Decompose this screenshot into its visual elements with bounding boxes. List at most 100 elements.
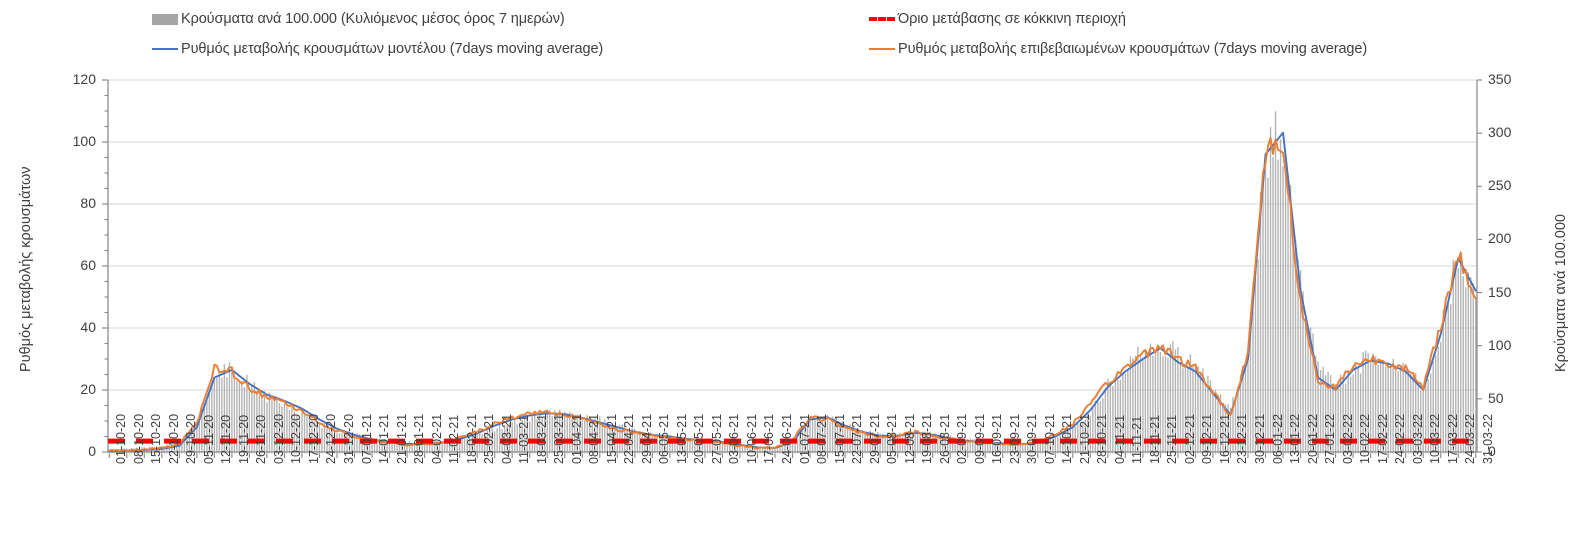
gridlines <box>108 79 1477 453</box>
legend-item-confirmed-line[interactable]: Ρυθμός μεταβολής επιβεβαιωμένων κρουσμάτ… <box>869 41 1367 57</box>
x-axis-tick-label: 18-02-21 <box>464 413 479 464</box>
x-axis-tick-label: 24-06-21 <box>779 413 794 464</box>
x-axis-tick-label: 09-09-21 <box>972 413 987 464</box>
y-axis-left-tick-label: 100 <box>72 133 96 149</box>
x-axis-tick-label: 18-11-21 <box>1147 414 1162 464</box>
y-axis-right-tick-label: 300 <box>1488 124 1512 141</box>
legend-item-model-line[interactable]: Ρυθμός μεταβολής κρουσμάτων μοντέλου (7d… <box>152 41 603 57</box>
x-axis-tick-label: 10-03-22 <box>1428 413 1443 464</box>
x-axis-tick-label: 17-12-20 <box>306 413 321 464</box>
x-axis-tick-label: 02-12-21 <box>1182 413 1197 464</box>
x-axis-tick-label: 14-01-21 <box>377 413 392 464</box>
line-swatch-icon-orange <box>869 48 895 50</box>
legend-label-model-line: Ρυθμός μεταβολής κρουσμάτων μοντέλου (7d… <box>181 41 604 57</box>
y-axis-right-tick-label: 50 <box>1488 389 1504 406</box>
x-axis-tick-label: 25-02-21 <box>482 413 497 464</box>
x-axis-tick-label: 15-07-21 <box>832 413 847 464</box>
x-axis-tick-label: 10-12-20 <box>289 413 304 464</box>
x-axis-tick-label: 12-08-21 <box>902 413 917 464</box>
x-axis-tick-label: 03-02-22 <box>1340 413 1355 464</box>
x-axis-tick-label: 23-12-21 <box>1235 413 1250 464</box>
line-swatch-icon-blue <box>152 48 178 50</box>
y-axis-left-tick-label: 120 <box>72 71 96 87</box>
bar-swatch-icon <box>152 13 178 25</box>
x-axis-tick-label: 11-11-21 <box>1130 415 1145 464</box>
x-axis-tick-label: 28-10-21 <box>1095 413 1110 464</box>
x-axis-tick-label: 25-03-21 <box>552 413 567 464</box>
x-axis-tick-label: 04-02-21 <box>429 413 444 464</box>
x-axis-tick-label: 27-05-21 <box>709 413 724 464</box>
x-axis-tick-label: 08-07-21 <box>815 413 830 464</box>
x-axis-tick-label: 17-03-22 <box>1445 413 1460 464</box>
x-axis-tick-label: 11-03-21 <box>517 414 532 464</box>
x-axis-tick-label: 31-03-22 <box>1480 413 1495 464</box>
y-axis-right-tick-label: 250 <box>1488 177 1512 194</box>
x-axis-tick-label: 17-02-22 <box>1375 413 1390 464</box>
y-axis-right-tick-label: 350 <box>1488 71 1512 87</box>
x-axis-tick-label: 01-04-21 <box>569 413 584 464</box>
legend-label-threshold: Όριο μετάβασης σε κόκκινη περιοχή <box>898 11 1126 27</box>
x-axis-tick-label: 05-11-20 <box>201 414 216 464</box>
x-axis-tick-label: 18-03-21 <box>534 413 549 464</box>
x-axis-tick-label: 11-02-21 <box>447 414 462 464</box>
x-axis-tick-label: 05-08-21 <box>885 413 900 464</box>
x-axis-tick-label: 01-10-20 <box>114 413 129 464</box>
y-axis-left-tick-label: 80 <box>80 195 96 211</box>
x-axis-tick-label: 27-01-22 <box>1323 413 1338 464</box>
bar-series <box>108 111 1477 453</box>
x-axis-tick-label: 10-06-21 <box>744 413 759 464</box>
x-axis-tick-label: 30-09-21 <box>1025 413 1040 464</box>
x-axis-tick-label: 21-10-21 <box>1077 413 1092 464</box>
x-axis-tick-label: 22-10-20 <box>166 413 181 464</box>
x-axis-tick-label: 15-04-21 <box>604 413 619 464</box>
x-axis-tick-label: 01-07-21 <box>797 413 812 464</box>
x-axis-tick-label: 04-03-21 <box>499 413 514 464</box>
x-axis-tick-label: 23-09-21 <box>1007 413 1022 464</box>
x-axis-tick-label: 19-08-21 <box>920 413 935 464</box>
x-axis-tick-label: 15-10-20 <box>149 413 164 464</box>
x-axis-tick-label: 30-12-21 <box>1252 413 1267 464</box>
x-axis-tick-label: 03-03-22 <box>1410 413 1425 464</box>
x-axis-tick-label: 24-12-20 <box>324 413 339 464</box>
y-axis-left-tick-label: 0 <box>88 443 96 459</box>
y-axis-right-tick-label: 150 <box>1488 283 1512 300</box>
x-axis-tick-label: 12-11-20 <box>219 414 234 464</box>
x-axis-tick-label: 08-04-21 <box>587 413 602 464</box>
x-axis-tick-label: 09-12-21 <box>1200 413 1215 464</box>
y-axis-right-tick-label: 0 <box>1488 443 1496 459</box>
x-axis-tick-label: 29-07-21 <box>867 413 882 464</box>
legend-item-bars[interactable]: Κρούσματα ανά 100.000 (Κυλιόμενος μέσος … <box>152 11 565 27</box>
x-axis-tick-label: 02-09-21 <box>955 413 970 464</box>
y-axis-left-tick-label: 20 <box>80 381 96 397</box>
x-axis-tick-label: 07-10-21 <box>1042 413 1057 464</box>
x-axis-tick-label: 03-12-20 <box>271 413 286 464</box>
x-axis-tick-label: 22-04-21 <box>622 413 637 464</box>
x-axis-tick-label: 06-01-22 <box>1270 413 1285 464</box>
x-axis-tick-label: 31-12-20 <box>342 413 356 464</box>
x-axis-tick-label: 10-02-22 <box>1358 413 1373 464</box>
legend-label-confirmed-line: Ρυθμός μεταβολής επιβεβαιωμένων κρουσμάτ… <box>898 41 1368 57</box>
x-axis-tick-label: 29-10-20 <box>184 413 199 464</box>
x-axis-tick-label: 28-01-21 <box>412 413 427 464</box>
x-axis-tick-label: 21-01-21 <box>394 413 409 464</box>
dashed-swatch-icon-red <box>869 17 895 21</box>
x-axis-tick-label: 22-07-21 <box>850 413 865 464</box>
x-axis-tick-label: 26-08-21 <box>937 413 952 464</box>
x-axis-tick-label: 16-12-21 <box>1217 413 1232 464</box>
x-axis-tick-label: 25-11-21 <box>1165 414 1180 464</box>
x-axis-tick-label: 14-10-21 <box>1060 413 1075 464</box>
x-axis-tick-label: 29-04-21 <box>639 413 654 464</box>
legend-item-threshold[interactable]: Όριο μετάβασης σε κόκκινη περιοχή <box>869 11 1126 27</box>
x-axis-tick-label: 26-11-20 <box>254 414 269 464</box>
x-axis-tick-label: 03-06-21 <box>727 413 742 464</box>
x-axis-tick-label: 20-05-21 <box>692 413 707 464</box>
x-axis-tick-label: 13-05-21 <box>674 413 689 464</box>
x-axis-tick-label: 24-02-22 <box>1393 413 1408 464</box>
x-axis-tick-label: 13-01-22 <box>1288 413 1303 464</box>
x-axis-tick-label: 19-11-20 <box>236 414 251 464</box>
x-axis-tick-label: 08-10-20 <box>131 413 146 464</box>
y-axis-right-tick-label: 200 <box>1488 230 1512 247</box>
